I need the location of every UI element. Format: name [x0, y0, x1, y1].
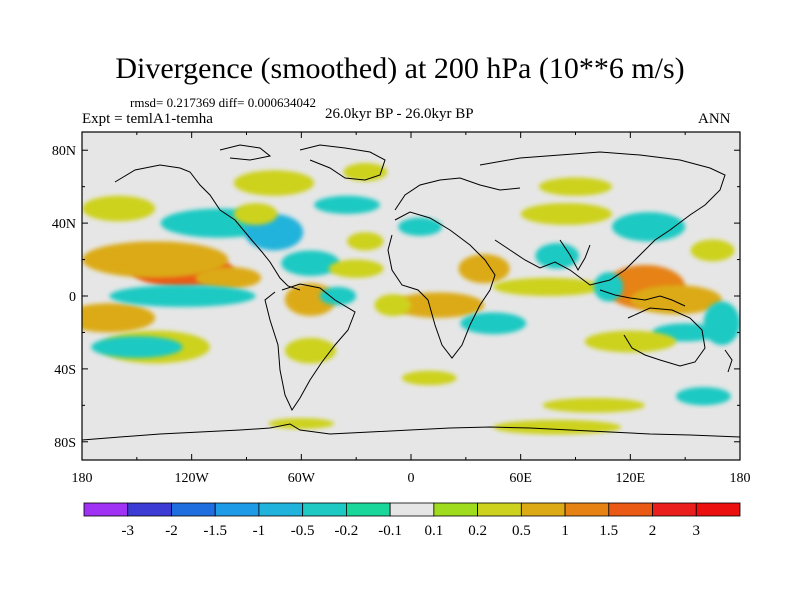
colorbar-box [302, 502, 347, 517]
divergence-feature [584, 330, 677, 353]
colorbar-box [652, 502, 697, 517]
colorbar-box [171, 502, 216, 517]
colorbar-label: -2 [165, 523, 178, 539]
divergence-feature [542, 398, 645, 413]
colorbar-label: -0.1 [378, 523, 402, 539]
coast-new-zealand [724, 349, 733, 373]
colorbar-label: 0.1 [424, 523, 443, 539]
divergence-feature [91, 336, 183, 358]
coast-asia [479, 151, 726, 286]
divergence-feature [82, 195, 156, 222]
coast-north-america [114, 164, 301, 291]
colorbar-box [127, 502, 172, 517]
divergence-feature [347, 232, 384, 251]
colorbar-box [608, 502, 653, 517]
x-tick-label: 180 [72, 471, 93, 486]
period-label: 26.0kyr BP - 26.0kyr BP [325, 106, 474, 122]
divergence-feature [328, 259, 384, 278]
colorbar-box [520, 502, 566, 517]
colorbar-label: -1 [253, 523, 266, 539]
x-axis: 180 120W 60W 0 60E 120E 180 [72, 132, 751, 486]
x-tick-label: 60E [509, 471, 532, 486]
divergence-feature [109, 285, 256, 307]
divergence-feature [233, 203, 278, 225]
x-tick-label: 0 [408, 471, 415, 486]
colorbar-label: 0.5 [512, 523, 531, 539]
stats-label: rmsd= 0.217369 diff= 0.000634042 [130, 95, 316, 110]
colorbar-label: -0.5 [291, 523, 315, 539]
colorbar-labels: -3 -2 -1.5 -1 -0.5 -0.2 -0.1 0.1 0.2 0.5 1 1.5 2 3 [121, 523, 700, 539]
y-tick-label: 80N [52, 144, 76, 159]
y-tick-label: 40S [54, 363, 76, 378]
divergence-feature [374, 294, 411, 317]
divergence-feature [281, 250, 340, 276]
divergence-feature [630, 285, 722, 315]
colorbar-label: -0.2 [335, 523, 359, 539]
colorbar-box [695, 502, 741, 517]
x-tick-label: 120E [616, 471, 646, 486]
colorbar-label: -3 [121, 523, 134, 539]
divergence-feature [676, 387, 731, 406]
coast-antarctica [82, 423, 740, 441]
coast-india [559, 239, 591, 272]
divergence-feature [82, 303, 156, 333]
colorbar-label: 1.5 [599, 523, 618, 539]
divergence-feature [612, 212, 686, 242]
x-tick-label: 120W [175, 471, 210, 486]
divergence-feature [398, 217, 443, 236]
x-tick-label: 180 [730, 471, 751, 486]
y-axis: 80N 40N 0 40S 80S [52, 144, 740, 451]
coastlines [82, 144, 740, 441]
colorbar-label: 0.2 [468, 523, 487, 539]
divergence-feature [314, 195, 380, 214]
divergence-feature [458, 254, 510, 284]
divergence-feature [82, 241, 229, 278]
colorbar-label: 2 [649, 523, 657, 539]
divergence-feature [535, 243, 580, 269]
colorbar-box [345, 502, 391, 517]
divergence-feature [593, 272, 624, 302]
coast-europe [394, 177, 521, 211]
y-tick-label: 0 [69, 290, 76, 305]
chart-title: Divergence (smoothed) at 200 hPa (10**6 … [115, 52, 685, 85]
colorbar-box [389, 502, 435, 517]
coast-arctic-islands [219, 144, 272, 161]
colorbar-box [564, 502, 610, 517]
y-tick-label: 80S [54, 436, 76, 451]
divergence-feature [538, 177, 613, 196]
divergence-feature [520, 203, 613, 225]
coast-indonesia [599, 289, 686, 307]
divergence-feature [401, 370, 457, 386]
coast-australia [623, 307, 706, 367]
season-label: ANN [698, 111, 731, 127]
divergence-feature [690, 239, 735, 262]
divergence-feature [392, 292, 485, 318]
colorbar-box [258, 502, 304, 517]
divergence-field [82, 162, 740, 435]
divergence-feature [195, 266, 262, 289]
x-tick-label: 60W [288, 471, 316, 486]
divergence-feature [319, 286, 357, 306]
y-tick-label: 40N [52, 217, 76, 232]
divergence-feature [268, 418, 335, 430]
colorbar-box [214, 502, 260, 517]
divergence-feature [233, 170, 315, 196]
colorbar-label: 1 [561, 523, 569, 539]
divergence-feature [493, 277, 603, 296]
coast-africa [387, 211, 496, 359]
colorbar-boxes [83, 502, 741, 517]
coast-greenland [299, 144, 386, 181]
colorbar-label: -1.5 [203, 523, 227, 539]
coast-south-america [264, 283, 356, 412]
colorbar-box [83, 502, 129, 517]
divergence-feature [703, 301, 740, 346]
colorbar-box [433, 502, 479, 517]
colorbar-box [477, 502, 522, 517]
experiment-label: Expt = temlA1-temha [82, 111, 213, 127]
divergence-feature [460, 312, 527, 335]
colorbar-label: 3 [693, 523, 701, 539]
divergence-feature [284, 337, 337, 364]
